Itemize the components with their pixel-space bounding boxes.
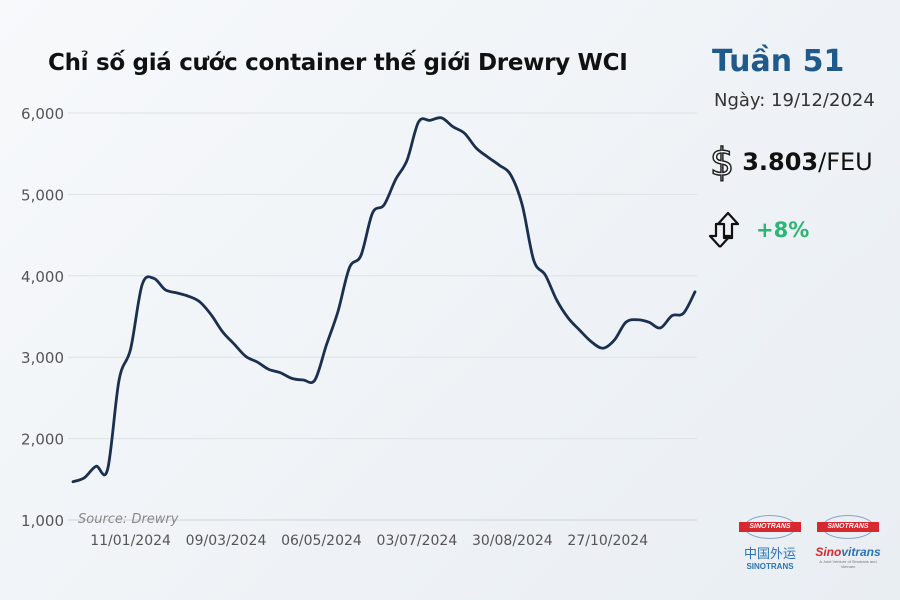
change-percent: +8% [756, 218, 810, 242]
y-tick-label: 3,000 [21, 349, 64, 367]
y-tick-label: 4,000 [21, 268, 64, 286]
date-label: Ngày: 19/12/2024 [714, 90, 875, 111]
dollar-icon: $ [709, 139, 735, 185]
logo-blue-text: vitrans [841, 545, 881, 559]
x-tick-label: 11/01/2024 [90, 533, 171, 549]
logo-badge: SINOTRANS [739, 522, 801, 532]
price-display: $ 3.803/FEU [709, 139, 873, 185]
logo-tagline: A Joint Venture of Sinotrans and Vietnam [819, 559, 877, 569]
y-tick-label: 6,000 [21, 105, 64, 123]
source-label: Source: Drewry [78, 512, 179, 527]
wci-series-line [71, 116, 697, 484]
x-tick-label: 30/08/2024 [472, 533, 553, 549]
y-tick-label: 1,000 [21, 512, 64, 530]
logo-badge: SINOTRANS [817, 522, 879, 532]
price-value: 3.803 [742, 148, 819, 176]
sinotrans-logo: SINOTRANS 中国外运 SINOTRANS [735, 515, 805, 571]
y-tick-label: 2,000 [21, 431, 64, 449]
chart-title: Chỉ số giá cước container thế giới Drewr… [48, 50, 628, 76]
price-unit: /FEU [818, 148, 873, 176]
x-tick-label: 06/05/2024 [281, 533, 362, 549]
logo-sub-text: SINOTRANS [746, 562, 794, 571]
logo-cn-text: 中国外运 [743, 546, 796, 561]
partner-logos: SINOTRANS 中国外运 SINOTRANS SINOTRANS Sinov… [735, 515, 895, 575]
x-tick-label: 09/03/2024 [186, 533, 267, 549]
sinovitrans-logo: SINOTRANS Sinovitrans A Joint Venture of… [813, 515, 883, 569]
logo-red-text: Sino [815, 545, 842, 559]
y-tick-label: 5,000 [21, 186, 64, 204]
x-tick-label: 27/10/2024 [567, 533, 648, 549]
week-label: Tuần 51 [712, 44, 845, 79]
change-display: +8% [708, 210, 809, 250]
up-down-arrows-icon [708, 211, 740, 248]
x-tick-label: 03/07/2024 [377, 533, 458, 549]
